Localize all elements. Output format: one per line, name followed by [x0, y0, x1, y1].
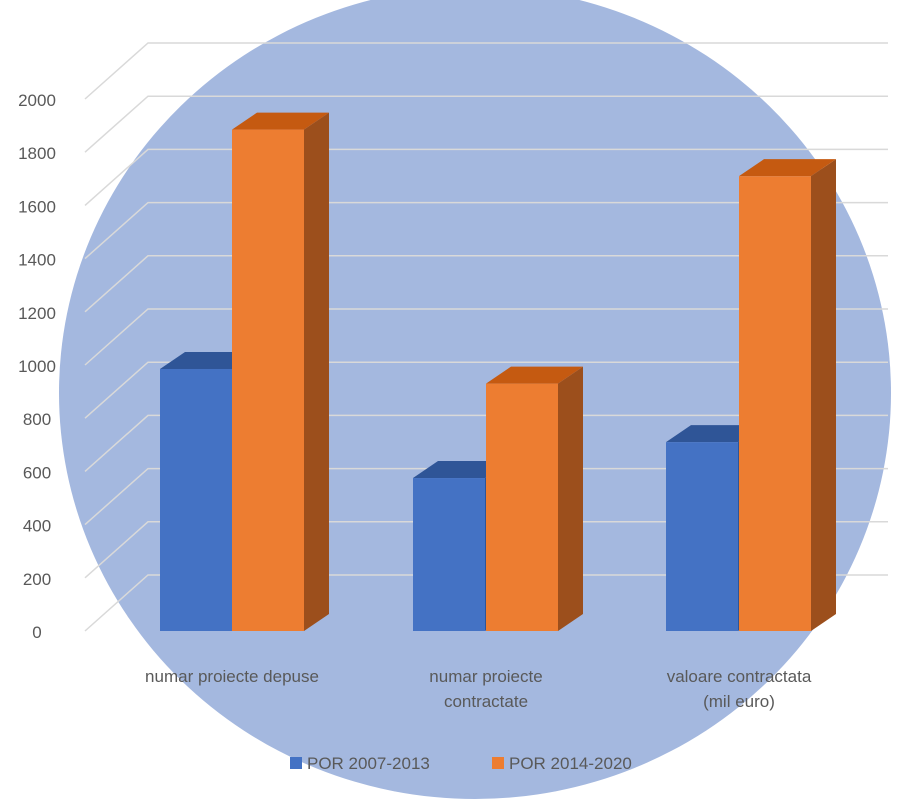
- gridline: [84, 42, 888, 100]
- y-tick-label: 600: [23, 463, 51, 482]
- bar-front-face: [486, 383, 558, 631]
- gridline: [84, 414, 888, 472]
- bar-side-face: [558, 366, 583, 631]
- bar-front-face: [160, 368, 232, 631]
- y-tick-label: 0: [32, 623, 41, 642]
- bar-top-face: [739, 159, 836, 177]
- x-axis-category-labels: numar proiecte depuse numar proiecte contr…: [145, 667, 812, 711]
- y-tick-label: 1600: [18, 197, 56, 216]
- gridline: [84, 148, 888, 206]
- gridline: [84, 255, 888, 313]
- gridline: [84, 201, 888, 260]
- bar-top-face: [413, 461, 510, 479]
- legend-swatch-por-2007-2013: [290, 757, 302, 769]
- bar-front-face: [739, 176, 811, 631]
- category-label: contractate: [444, 692, 528, 711]
- category-label: numar proiecte: [429, 667, 542, 686]
- y-tick-label: 200: [23, 570, 51, 589]
- y-tick-label: 800: [23, 410, 51, 429]
- bar-series-2-category-2: [486, 366, 583, 631]
- gridline: [84, 521, 888, 579]
- bars: [160, 112, 836, 632]
- gridline: [84, 574, 888, 632]
- gridline: [84, 467, 888, 526]
- y-axis-tick-labels: 0 200 400 600 800 1000 1200 1400 1600 1800 2000: [18, 91, 56, 642]
- legend-label-por-2007-2013: POR 2007-2013: [307, 754, 430, 773]
- y-tick-label: 1800: [18, 144, 56, 163]
- bar-series-2-category-3: [739, 159, 836, 631]
- y-tick-label: 1400: [18, 251, 56, 270]
- bar-top-face: [232, 112, 329, 130]
- gridline: [84, 308, 888, 366]
- bar-top-face: [666, 425, 763, 443]
- bar-top-face: [486, 366, 583, 384]
- category-label: numar proiecte depuse: [145, 667, 319, 686]
- gridlines: [84, 42, 888, 632]
- legend-label-por-2014-2020: POR 2014-2020: [509, 754, 632, 773]
- category-label: (mil euro): [703, 692, 775, 711]
- category-label: valoare contractata: [667, 667, 812, 686]
- y-tick-label: 2000: [18, 91, 56, 110]
- bar-front-face: [232, 129, 304, 631]
- y-tick-label: 1200: [18, 304, 56, 323]
- bar-front-face: [666, 442, 738, 631]
- bar-series-2-category-1: [232, 112, 329, 632]
- legend-swatch-por-2014-2020: [492, 757, 504, 769]
- legend: POR 2007-2013 POR 2014-2020: [290, 754, 632, 773]
- gridline: [84, 95, 888, 153]
- bar-side-face: [811, 159, 836, 631]
- y-tick-label: 1000: [18, 357, 56, 376]
- y-tick-label: 400: [23, 517, 51, 536]
- bar-side-face: [304, 112, 329, 632]
- gridline: [84, 361, 888, 419]
- bar-front-face: [413, 478, 485, 631]
